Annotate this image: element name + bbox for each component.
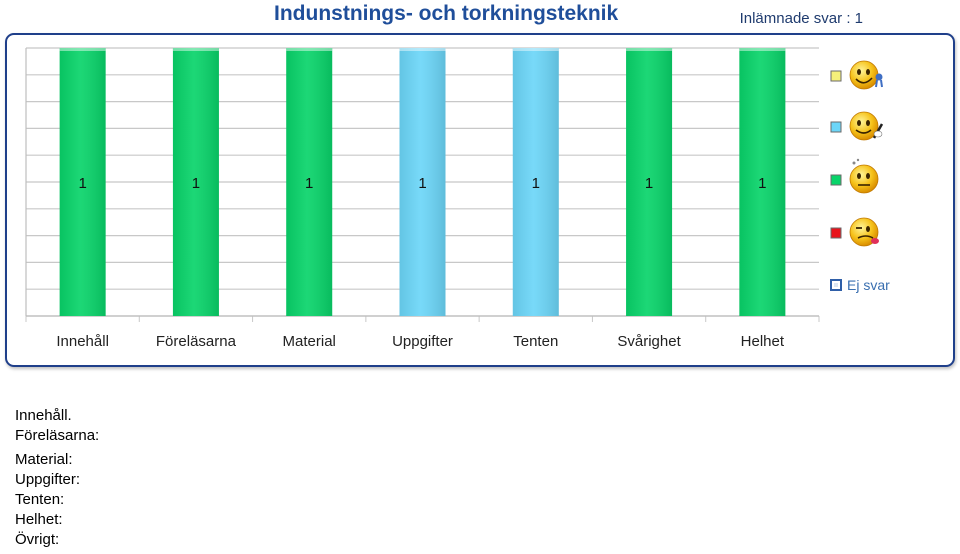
legend-item-green	[830, 158, 879, 194]
note-innehall: Innehåll.	[15, 407, 72, 424]
bar-highlight	[512, 48, 559, 51]
page-title: Indunstnings- och torkningsteknik	[274, 2, 619, 25]
data-label: 1	[532, 175, 540, 192]
note-uppgifter: Uppgifter:	[15, 471, 81, 488]
category-label: Tenten	[513, 333, 558, 350]
bar-shade	[399, 48, 446, 316]
legend-item-yellow	[830, 60, 883, 90]
note-material: Material:	[15, 451, 73, 468]
bar-shade	[172, 48, 219, 316]
smiley-tongue-icon	[849, 217, 879, 247]
bar-chart: 1 Innehåll 1 Föreläsarna 1 Material 1 Uppgifter…	[25, 47, 890, 350]
category-label: Uppgifter	[392, 333, 453, 350]
data-label: 1	[78, 175, 86, 192]
legend-swatch-inner	[834, 283, 838, 287]
legend-swatch	[830, 227, 842, 239]
bar-highlight	[172, 48, 219, 51]
note-helhet: Helhet:	[15, 511, 63, 528]
legend-label: Ej svar	[847, 277, 890, 293]
chart-frame: 1 Innehåll 1 Föreläsarna 1 Material 1 Uppgifter…	[5, 33, 955, 367]
legend-swatch	[830, 70, 842, 82]
category-label: Svårighet	[617, 333, 681, 350]
bar-highlight	[286, 48, 333, 51]
bar-shade	[59, 48, 106, 316]
smiley-writing-icon	[849, 111, 884, 141]
category-label: Föreläsarna	[156, 333, 237, 350]
data-label: 1	[305, 175, 313, 192]
smiley-thinking-icon	[849, 158, 879, 194]
note-tenten: Tenten:	[15, 491, 65, 508]
response-count: Inlämnade svar : 1	[739, 10, 863, 27]
legend-item-red	[830, 217, 879, 247]
category-label: Material	[283, 333, 336, 350]
bar-shade	[739, 48, 786, 316]
legend-item-none: Ej svar	[830, 277, 890, 293]
bar-shade	[512, 48, 559, 316]
bar-highlight	[59, 48, 106, 51]
bar-highlight	[399, 48, 446, 51]
data-label: 1	[192, 175, 200, 192]
smiley-rosette-icon	[849, 60, 883, 90]
category-label: Helhet	[741, 333, 785, 350]
comment-section: Innehåll. Föreläsarna: Material: Uppgift…	[15, 406, 99, 550]
legend-swatch	[830, 174, 842, 186]
bar-shade	[626, 48, 673, 316]
bar-highlight	[626, 48, 673, 51]
data-label: 1	[645, 175, 653, 192]
note-forelasarna: Föreläsarna:	[15, 427, 100, 444]
bar-highlight	[739, 48, 786, 51]
legend-item-cyan	[830, 111, 884, 141]
data-label: 1	[758, 175, 766, 192]
note-ovrigt: Övrigt:	[15, 531, 60, 548]
bar-shade	[286, 48, 333, 316]
category-label: Innehåll	[56, 333, 109, 350]
legend-swatch	[830, 121, 842, 133]
data-label: 1	[418, 175, 426, 192]
